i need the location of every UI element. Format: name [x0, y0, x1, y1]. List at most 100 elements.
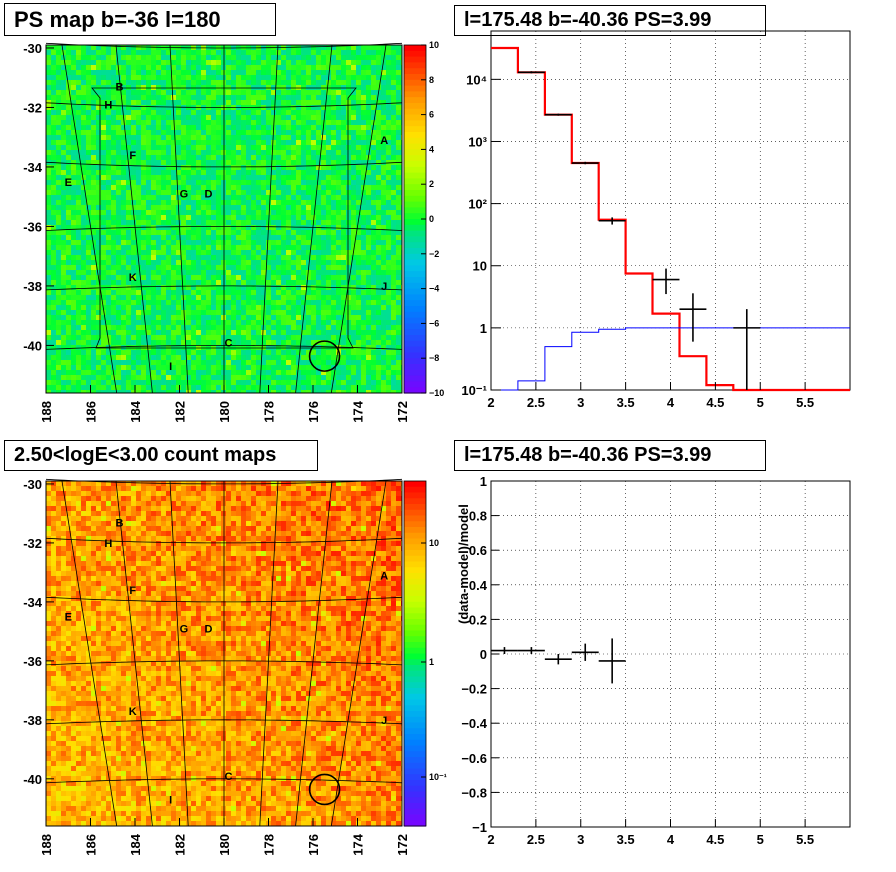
map-x-tick: 176 [306, 401, 321, 423]
residual-point [517, 647, 545, 654]
source-label-J: J [381, 281, 387, 293]
source-label-E: E [65, 612, 72, 624]
map-graticule [45, 478, 403, 827]
model-series-line [491, 46, 850, 392]
source-label-E: E [65, 177, 72, 189]
residual-y-tick: 0.6 [469, 543, 487, 558]
residual-x-tick: 3.5 [617, 832, 635, 847]
spectrum-y-tick: 10⁴ [466, 72, 487, 87]
spectrum-y-tick: 10³ [468, 134, 487, 149]
spectrum-x-ticks: 2 2.5 3 3.5 4 4.5 5 5.5 [487, 382, 814, 410]
spectrum-data-point [652, 268, 680, 295]
source-label-B: B [115, 517, 123, 529]
source-label-K: K [129, 272, 137, 284]
colorbar-tick: −4 [429, 284, 439, 294]
residual-x-tick: 5.5 [796, 832, 814, 847]
residual-x-tick: 3 [577, 832, 584, 847]
spectrum-plot: 2 2.5 3 3.5 4 4.5 5 5.5 10⁻¹ 1 10 10² 10³ 10⁴ [461, 30, 851, 410]
map-y-tick: -38 [23, 713, 42, 728]
residual-y-tick: −0.8 [461, 785, 487, 800]
spectrum-data-point [544, 113, 572, 116]
spectrum-data-point [571, 161, 599, 165]
residual-y-tick: 1 [480, 474, 487, 489]
map-x-tick: 172 [395, 834, 410, 856]
map-y-ticks: -30 -32 -34 -36 -38 -40 [23, 477, 54, 787]
colorbar-tick: 10 [429, 538, 439, 548]
spectrum-y-tick: 10² [468, 197, 487, 212]
source-labels: BH A F E G D K J C I [65, 517, 389, 806]
residual-point [571, 643, 599, 661]
spectrum-data-point [679, 293, 707, 342]
residual-x-tick: 2.5 [527, 832, 545, 847]
colorbar-tick: 8 [429, 75, 434, 85]
map-x-tick: 188 [39, 834, 54, 856]
map-y-tick: -36 [23, 219, 42, 234]
spectrum-y-tick: 1 [480, 321, 487, 336]
background-series-line [491, 327, 850, 391]
map-x-tick: 188 [39, 401, 54, 423]
residual-x-tick: 4 [667, 832, 675, 847]
residual-x-tick: 4.5 [706, 832, 724, 847]
spectrum-x-tick: 2 [487, 395, 494, 410]
map-x-tick: 182 [173, 401, 188, 423]
residual-point [544, 654, 572, 665]
colorbar-tick: −8 [429, 353, 439, 363]
source-label-D: D [204, 189, 212, 201]
map-x-tick: 180 [217, 401, 232, 423]
spectrum-x-tick: 4.5 [706, 395, 724, 410]
source-label-I: I [169, 794, 172, 806]
map-pixels [46, 45, 402, 393]
source-label-A: A [380, 570, 388, 582]
spectrum-y-tick: 10 [473, 259, 487, 274]
spectrum-x-tick: 4 [667, 395, 675, 410]
colorbar-tick: 0 [429, 214, 434, 224]
sky-map-counts: BH A F E G D K J C I 188 186 184 182 180 178 176 174 172 -3… [23, 477, 410, 856]
residual-plot: 2 2.5 3 3.5 4 4.5 5 5.5 1 0.8 0.6 0.4 0.2 0 −0.2 −0.4 −0… [456, 474, 851, 847]
colorbar-tick: −2 [429, 249, 439, 259]
source-label-A: A [380, 135, 388, 147]
map-y-tick: -40 [23, 338, 42, 353]
source-label-C: C [224, 337, 232, 349]
map-x-tick: 178 [262, 834, 277, 856]
map-y-tick: -32 [23, 536, 42, 551]
residual-y-label: (data-model)/model [456, 504, 471, 624]
map-x-tick: 186 [84, 401, 99, 423]
residual-y-tick: 0.4 [469, 578, 488, 593]
source-label-G: G [180, 623, 189, 635]
colorbar-tick: 1 [429, 657, 434, 667]
residual-title: l=175.48 b=-40.36 PS=3.99 [454, 440, 766, 471]
map-x-tick: 176 [306, 834, 321, 856]
map-x-ticks: 188 186 184 182 180 178 176 174 172 [39, 385, 410, 423]
colorbar-tick: 4 [429, 144, 434, 154]
residual-y-tick: 0.8 [469, 509, 487, 524]
residual-point [491, 647, 518, 654]
map-y-ticks: -30 -32 -34 -36 -38 -40 [23, 41, 54, 353]
spectrum-data-point [517, 71, 545, 74]
colorbar-tick: 10 [429, 40, 439, 50]
map-y-tick: -30 [23, 41, 42, 56]
source-label-C: C [224, 771, 232, 783]
residual-y-ticks: 1 0.8 0.6 0.4 0.2 0 −0.2 −0.4 −0.6 −0.8 −1 [461, 474, 499, 835]
source-label-D: D [204, 623, 212, 635]
source-label-H: H [104, 538, 112, 550]
colorbar-tick: 6 [429, 110, 434, 120]
residual-y-tick: −1 [472, 820, 487, 835]
map-x-tick: 174 [351, 833, 366, 855]
residual-point [598, 638, 626, 684]
source-circle [308, 340, 341, 372]
spectrum-data-point [733, 309, 761, 390]
spectrum-y-ticks: 10⁻¹ 1 10 10² 10³ 10⁴ [461, 72, 501, 398]
residual-y-tick: −0.2 [461, 682, 487, 697]
source-label-H: H [104, 99, 112, 111]
spectrum-x-tick: 3 [577, 395, 584, 410]
spectrum-x-tick: 2.5 [527, 395, 545, 410]
spectrum-y-tick: 10⁻¹ [461, 383, 487, 398]
map-x-tick: 182 [173, 834, 188, 856]
spectrum-x-tick: 5 [757, 395, 764, 410]
source-label-K: K [129, 706, 137, 718]
map-x-tick: 174 [351, 400, 366, 422]
map-y-tick: -30 [23, 477, 42, 492]
residual-y-tick: −0.4 [461, 716, 487, 731]
